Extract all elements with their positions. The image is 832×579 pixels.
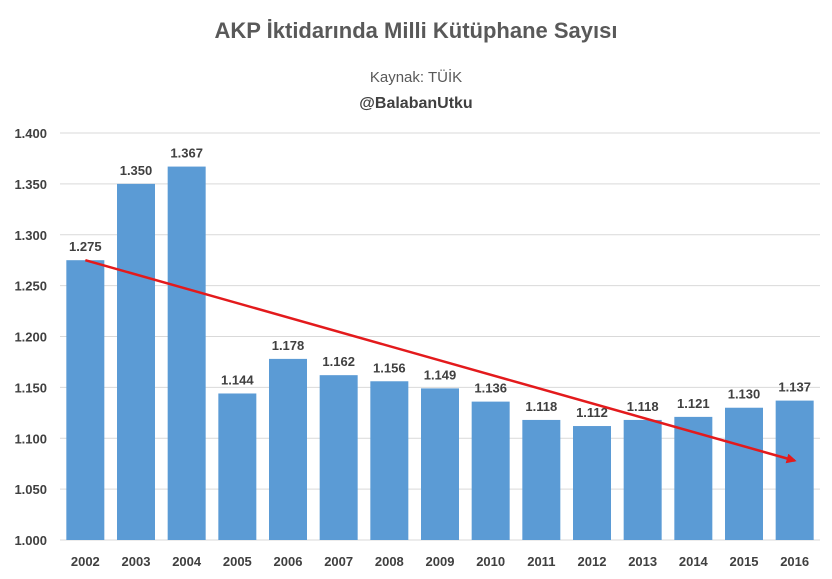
y-tick-label: 1.300 bbox=[14, 228, 47, 243]
y-tick-label: 1.050 bbox=[14, 482, 47, 497]
data-label: 1.367 bbox=[170, 146, 203, 161]
y-tick-label: 1.350 bbox=[14, 177, 47, 192]
x-tick-label: 2003 bbox=[122, 554, 151, 569]
bar bbox=[674, 416, 713, 540]
chart-title: AKP İktidarında Milli Kütüphane Sayısı bbox=[214, 18, 617, 43]
x-tick-label: 2008 bbox=[375, 554, 404, 569]
bar bbox=[623, 419, 662, 540]
bar bbox=[421, 388, 459, 540]
trend-arrow-group bbox=[84, 258, 797, 464]
bar bbox=[573, 426, 611, 540]
trend-arrow bbox=[84, 258, 797, 464]
x-tick-label: 2015 bbox=[730, 554, 759, 569]
data-label: 1.130 bbox=[728, 387, 761, 402]
x-tick-label: 2014 bbox=[679, 554, 709, 569]
x-tick-label: 2007 bbox=[324, 554, 353, 569]
x-tick-label: 2010 bbox=[476, 554, 505, 569]
bar bbox=[370, 381, 409, 540]
data-label: 1.350 bbox=[120, 163, 153, 178]
x-tick-label: 2012 bbox=[578, 554, 607, 569]
x-tick-label: 2002 bbox=[71, 554, 100, 569]
bar bbox=[775, 400, 814, 540]
bar bbox=[167, 166, 206, 540]
x-tick-label: 2016 bbox=[780, 554, 809, 569]
data-label: 1.144 bbox=[221, 372, 254, 387]
bar bbox=[319, 375, 358, 540]
bar bbox=[66, 260, 105, 540]
bar bbox=[471, 401, 510, 540]
data-label: 1.275 bbox=[69, 239, 102, 254]
data-label: 1.118 bbox=[627, 399, 659, 414]
bar bbox=[218, 393, 257, 540]
data-label: 1.149 bbox=[424, 367, 457, 382]
data-label: 1.162 bbox=[322, 354, 355, 369]
x-tick-label: 2006 bbox=[274, 554, 303, 569]
chart-credit: @BalabanUtku bbox=[359, 95, 472, 112]
bar bbox=[522, 419, 561, 540]
data-labels: 1.275 1.350 1.367 1.144 1.178 1.162 1.156 1.149… bbox=[69, 146, 811, 420]
data-label: 1.136 bbox=[474, 381, 507, 396]
y-tick-label: 1.200 bbox=[14, 330, 47, 345]
x-tick-label: 2004 bbox=[172, 554, 202, 569]
x-axis-ticks: 2002 2003 2004 2005 2006 2007 2008 2009 2010 2011… bbox=[71, 554, 809, 569]
x-tick-label: 2009 bbox=[426, 554, 455, 569]
data-label: 1.121 bbox=[677, 396, 710, 411]
data-label: 1.156 bbox=[373, 360, 406, 375]
x-tick-label: 2011 bbox=[527, 554, 555, 569]
data-label: 1.118 bbox=[525, 399, 557, 414]
bar bbox=[117, 183, 155, 540]
y-tick-label: 1.250 bbox=[14, 279, 47, 294]
bar bbox=[725, 407, 763, 540]
data-label: 1.178 bbox=[272, 338, 305, 353]
bar bbox=[269, 358, 307, 540]
x-tick-label: 2013 bbox=[628, 554, 657, 569]
data-label: 1.112 bbox=[576, 405, 608, 420]
chart-subtitle: Kaynak: TÜİK bbox=[370, 68, 462, 86]
y-axis-ticks: 1.000 1.050 1.100 1.150 1.200 1.250 1.300 1.350… bbox=[14, 126, 47, 548]
y-tick-label: 1.100 bbox=[14, 431, 47, 446]
data-label: 1.137 bbox=[778, 380, 811, 395]
y-tick-label: 1.150 bbox=[14, 380, 47, 395]
x-tick-label: 2005 bbox=[223, 554, 252, 569]
bars bbox=[66, 166, 814, 540]
y-tick-label: 1.000 bbox=[14, 533, 47, 548]
y-tick-label: 1.400 bbox=[14, 126, 47, 141]
